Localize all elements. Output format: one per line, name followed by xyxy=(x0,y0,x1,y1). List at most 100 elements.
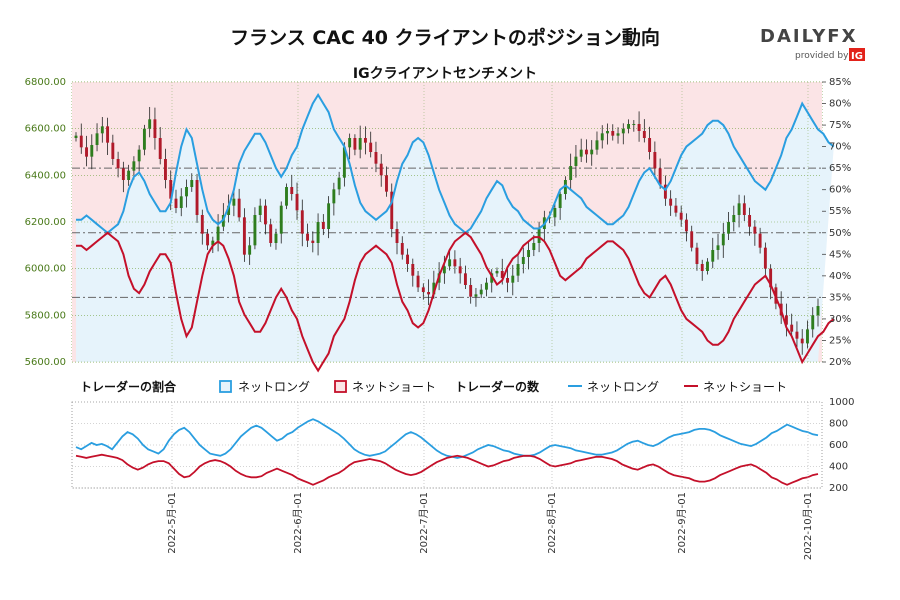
candle-body xyxy=(142,128,146,150)
date-tick-label: 2022-9月-01 xyxy=(676,492,688,554)
candle-body xyxy=(385,175,388,192)
candle-body xyxy=(548,217,552,219)
candle-body xyxy=(663,184,667,199)
trader-count-gridlines xyxy=(72,401,822,489)
ig-logo-badge xyxy=(849,48,865,61)
candle-body xyxy=(111,142,115,159)
sentiment-percent-lines xyxy=(76,92,835,373)
count-tick-label: 400 xyxy=(829,462,848,473)
candle-body xyxy=(500,271,504,278)
candle-body xyxy=(179,196,183,208)
candle-body xyxy=(537,229,541,243)
percent-tick-label: 45% xyxy=(829,249,851,260)
candle-body xyxy=(321,222,325,229)
ig-logo-text: IG xyxy=(851,51,863,62)
trader-count-panel: 200 400 600 800 1000 2022-5月-01 2022-6月-01 202… xyxy=(71,397,854,560)
candle-body xyxy=(595,140,599,150)
candle-body xyxy=(553,208,557,218)
candle-body xyxy=(748,215,752,227)
candle-body xyxy=(695,247,699,264)
candle-body xyxy=(669,198,673,206)
candle-body xyxy=(353,138,357,150)
candle-body xyxy=(263,205,267,225)
candle-body xyxy=(332,189,336,204)
trader-count-axis: 200 400 600 800 1000 xyxy=(829,397,854,494)
candle-body xyxy=(374,152,378,164)
chart-subtitle: IGクライアントセンチメント xyxy=(353,66,537,82)
price-tick-label: 6000.00 xyxy=(25,264,66,275)
candle-body xyxy=(606,131,609,134)
candle-body xyxy=(648,138,652,152)
candle-body xyxy=(742,203,746,215)
candle-body xyxy=(569,166,573,180)
date-axis: 2022-5月-01 2022-6月-01 2022-7月-01 2022-8月-01… xyxy=(166,402,814,560)
candle-body xyxy=(763,247,767,269)
candle-body xyxy=(532,243,536,250)
candle-body xyxy=(100,126,104,134)
candle-body xyxy=(458,266,462,274)
candle-body xyxy=(269,224,273,243)
candle-body xyxy=(148,119,152,129)
price-tick-label: 5800.00 xyxy=(25,310,66,321)
price-tick-label: 6400.00 xyxy=(25,170,66,181)
price-tick-label: 6200.00 xyxy=(25,217,66,228)
candle-body xyxy=(706,261,709,271)
candle-body xyxy=(711,250,715,262)
candle-body xyxy=(627,124,631,129)
candle-body xyxy=(684,219,688,232)
candle-body xyxy=(511,275,515,283)
candle-body xyxy=(174,198,178,208)
short-count-line xyxy=(75,453,819,486)
candle-body xyxy=(758,233,762,248)
candle-body xyxy=(769,268,773,288)
candle-body xyxy=(558,194,562,208)
candle-body xyxy=(421,287,425,292)
legend-count-long-label: ネットロング xyxy=(587,380,659,394)
candle-body xyxy=(416,275,420,288)
candle-body xyxy=(427,292,431,295)
candle-body xyxy=(285,187,288,206)
candle-body xyxy=(242,217,246,255)
candle-body xyxy=(737,203,741,215)
candle-body xyxy=(337,177,341,190)
candle-body xyxy=(642,131,646,138)
date-tick-label: 2022-10月-01 xyxy=(802,492,814,560)
candle-body xyxy=(700,264,704,271)
candle-body xyxy=(674,205,678,213)
candle-body xyxy=(379,163,383,176)
legend-ratio-title: トレーダーの割合 xyxy=(80,379,177,394)
candle-body xyxy=(800,338,804,344)
count-tick-label: 1000 xyxy=(829,397,854,408)
count-tick-label: 800 xyxy=(829,419,848,430)
percent-axis-right: 20% 25% 30% 35% 40% 45% 50% 55% 60% 65% 70% 75% 80% 8… xyxy=(822,77,851,368)
candle-body xyxy=(448,259,452,267)
candle-body xyxy=(795,331,799,339)
candle-body xyxy=(411,264,415,276)
candle-body xyxy=(90,145,94,157)
candle-body xyxy=(727,222,730,234)
dailyfx-logo: DAILYFX provided by IG xyxy=(760,26,865,62)
percent-tick-label: 50% xyxy=(829,228,851,239)
percent-tick-label: 25% xyxy=(829,335,851,346)
count-tick-label: 600 xyxy=(829,440,848,451)
candle-body xyxy=(164,159,167,180)
candle-body xyxy=(516,264,520,276)
candle-body xyxy=(442,266,446,274)
candle-body xyxy=(248,245,252,255)
candle-body xyxy=(327,203,331,229)
percent-tick-label: 80% xyxy=(829,99,851,110)
count-tick-label: 200 xyxy=(829,483,848,494)
candle-body xyxy=(721,233,725,246)
candle-body xyxy=(784,315,788,325)
percent-tick-label: 65% xyxy=(829,163,851,174)
candle-body xyxy=(611,131,615,136)
candle-body xyxy=(485,282,488,290)
candle-body xyxy=(690,231,694,248)
percent-tick-label: 75% xyxy=(829,120,851,131)
candle-body xyxy=(258,205,262,215)
candle-body xyxy=(463,273,467,285)
candle-body xyxy=(132,161,136,171)
candle-body xyxy=(632,124,636,125)
candle-body xyxy=(521,257,525,264)
